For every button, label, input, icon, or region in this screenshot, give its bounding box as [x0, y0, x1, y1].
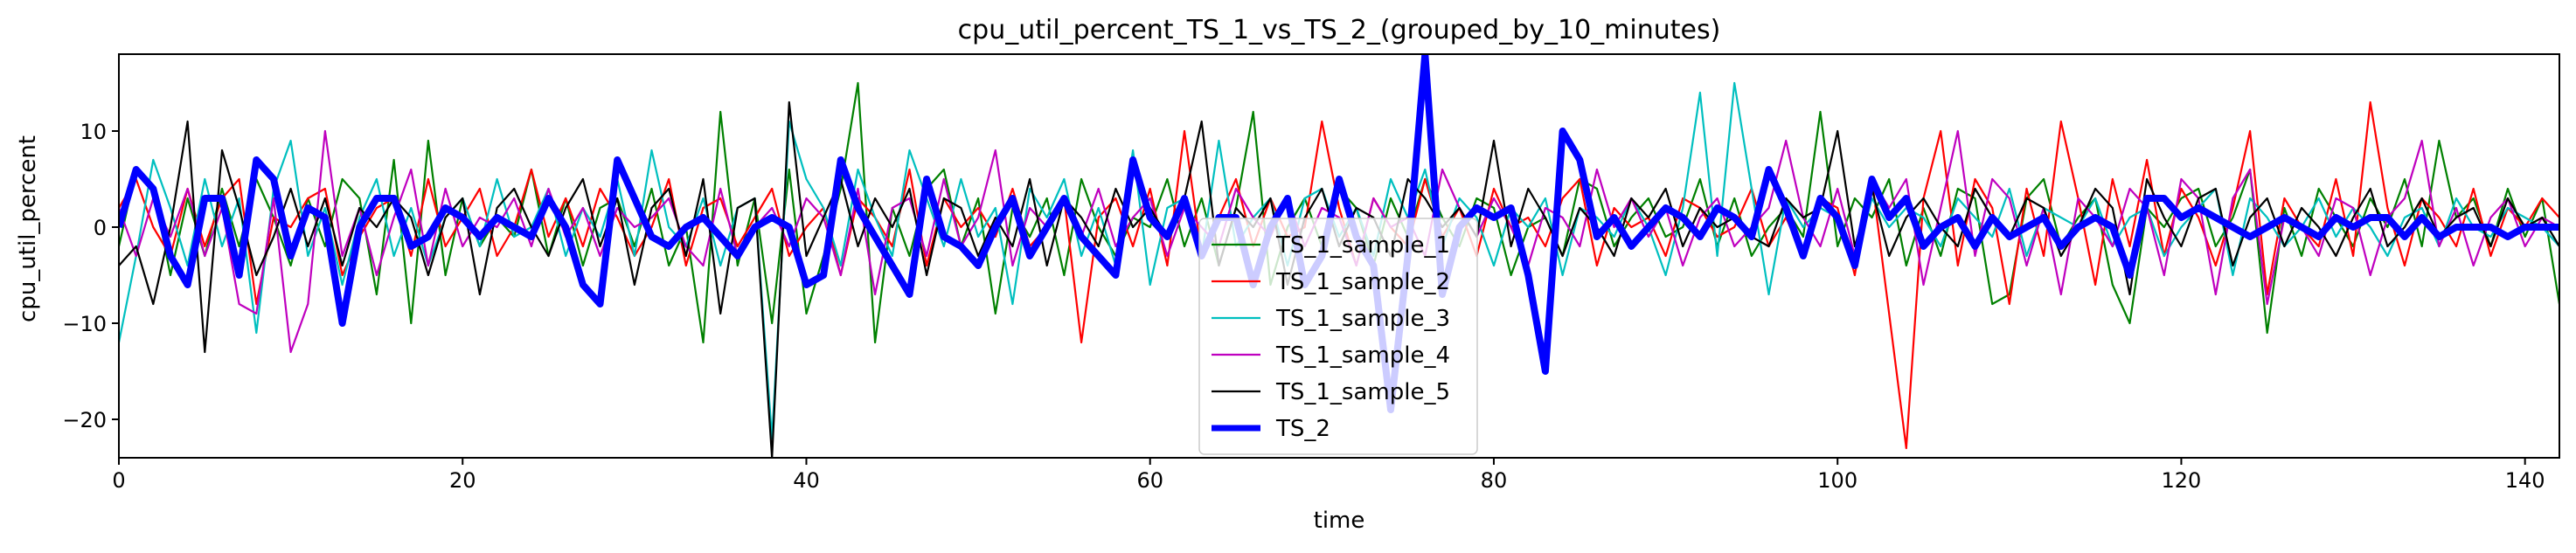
series-line-TS_2 [119, 54, 2559, 413]
legend-label: TS_1_sample_1 [1275, 232, 1450, 259]
y-tick-label: −20 [62, 408, 107, 432]
legend-label: TS_1_sample_5 [1275, 379, 1450, 405]
x-tick-label: 60 [1136, 468, 1163, 493]
x-tick-label: 40 [793, 468, 820, 493]
axes: 0 20 40 60 80 100 120 140 −20 −10 0 10 [62, 53, 2560, 493]
legend-box [1198, 218, 1478, 455]
legend-label: TS_1_sample_3 [1275, 306, 1450, 332]
legend-label: TS_2 [1275, 416, 1330, 442]
x-tick-label: 80 [1481, 468, 1508, 493]
x-tick-label: 100 [1817, 468, 1857, 493]
x-tick-label: 140 [2505, 468, 2545, 493]
legend: TS_1_sample_1 TS_1_sample_2 TS_1_sample_3 T… [1198, 218, 1478, 455]
y-tick-label: −10 [62, 312, 107, 336]
axes-frame [118, 53, 2560, 459]
x-tick-label: 0 [112, 468, 125, 493]
chart-title: cpu_util_percent_TS_1_vs_TS_2_(grouped_b… [958, 15, 1721, 45]
y-tick-label: 0 [94, 216, 107, 240]
x-axis-label: time [1314, 508, 1365, 534]
x-tick-label: 20 [449, 468, 476, 493]
legend-label: TS_1_sample_4 [1275, 342, 1450, 369]
legend-label: TS_1_sample_2 [1275, 269, 1450, 295]
x-tick-label: 120 [2162, 468, 2202, 493]
y-axis-label: cpu_util_percent [15, 135, 41, 322]
y-tick-label: 10 [80, 120, 107, 144]
